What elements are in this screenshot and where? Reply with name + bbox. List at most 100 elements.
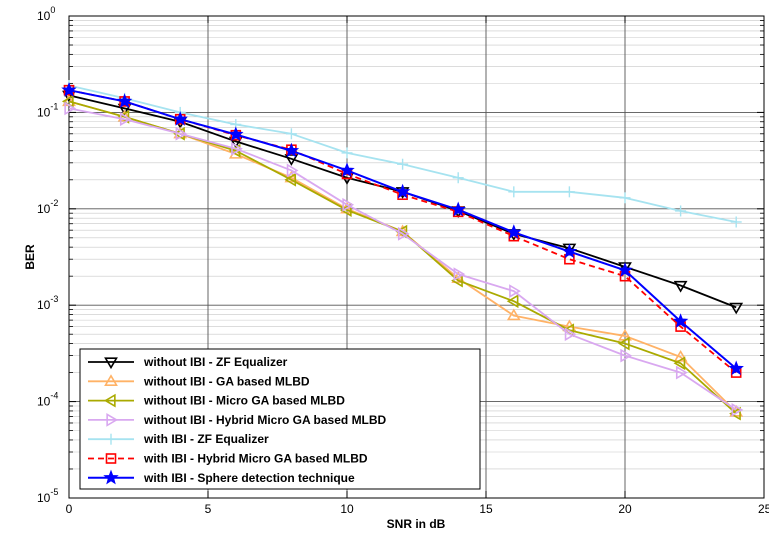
y-tick-label: 10-5 [37,487,58,505]
y-tick-label: 10-2 [37,198,58,216]
legend-box [79,348,481,490]
legend-item: without IBI - Hybrid Micro GA based MLBD [88,413,387,427]
data-point [673,280,688,293]
data-point [116,93,133,108]
major-grid [69,16,764,498]
y-tick-base: 10 [37,105,51,119]
data-point [672,313,689,328]
x-tick-label: 15 [479,502,493,516]
data-point [564,327,577,342]
y-tick-exponent: -5 [50,487,58,497]
data-point [341,147,353,159]
legend-item: with IBI - Hybrid Micro GA based MLBD [88,452,368,466]
data-point [173,126,185,141]
data-point [617,336,630,351]
data-point [119,112,132,127]
y-tick-exponent: -2 [50,198,58,208]
legend-label: with IBI - Hybrid Micro GA based MLBD [143,452,368,466]
x-tick-label: 0 [66,502,73,516]
x-tick-label: 20 [618,502,632,516]
y-tick-base: 10 [37,395,51,409]
y-tick-base: 10 [37,9,51,23]
x-tick-label: 25 [758,502,769,516]
series-line [68,107,737,411]
data-point [394,183,411,199]
y-tick-label: 100 [37,5,55,23]
data-point [561,243,578,259]
legend: without IBI - ZF Equalizer without IBI - … [79,348,481,490]
data-point [509,284,521,299]
legend-item: with IBI - Sphere detection technique [88,469,355,485]
y-tick-exponent: -4 [50,391,58,401]
data-point [675,205,687,217]
data-point [506,294,519,309]
y-tick-base: 10 [37,298,51,312]
legend-marker [105,453,117,464]
legend-marker [106,413,119,427]
legend-marker [104,357,118,370]
data-point [450,201,466,217]
legend-item: without IBI - ZF Equalizer [88,355,288,370]
y-tick-exponent: 0 [50,5,55,15]
data-point [285,128,297,140]
legend-marker [105,433,117,445]
data-point [453,267,466,282]
legend-marker [103,393,116,408]
y-axis-label: BER [23,244,37,270]
legend-label: without IBI - ZF Equalizer [143,355,288,369]
data-point [175,126,188,141]
data-point [64,101,77,116]
legend-item: without IBI - Micro GA based MLBD [88,394,345,408]
data-point [452,172,464,184]
legend-label: without IBI - Hybrid Micro GA based MLBD [143,413,387,427]
legend-label: with IBI - Sphere detection technique [143,471,355,485]
data-point [675,365,688,380]
data-point [286,163,299,178]
data-point [284,170,299,183]
data-point [619,192,631,204]
data-point [620,348,633,363]
data-point [61,82,77,97]
legend-label: without IBI - Micro GA based MLBD [143,394,345,408]
data-point [283,142,300,158]
data-point [673,356,686,371]
data-point [729,302,744,315]
x-tick-label: 10 [340,502,354,516]
data-point [284,172,297,187]
data-point [729,406,741,421]
legend-item: without IBI - GA based MLBD [88,374,310,388]
data-point [339,162,355,177]
y-tick-exponent: -1 [50,101,58,111]
data-point [506,224,522,239]
axis-ticks [68,15,765,499]
legend-items: without IBI - ZF Equalizer without IBI - … [88,355,387,485]
y-tick-base: 10 [37,202,51,216]
series-4 [64,101,744,417]
data-point [228,126,244,142]
legend-label: with IBI - ZF Equalizer [143,432,269,446]
data-point [508,186,520,198]
data-point [728,360,744,376]
legend-label: without IBI - GA based MLBD [143,374,310,388]
series-layer [61,80,744,421]
series-7 [61,82,744,376]
data-point [342,197,355,212]
y-tick-label: 10-4 [37,391,58,409]
data-point [730,216,742,228]
legend-marker [104,374,118,386]
data-point [731,403,744,417]
plot-frame [68,15,765,499]
data-point [397,226,410,241]
legend-marker [103,469,119,485]
x-tick-labels: 0 5 10 15 20 25 [66,502,769,516]
y-tick-label: 10-1 [37,101,58,119]
x-axis-label: SNR in dB [387,517,446,531]
y-tick-exponent: -3 [50,294,58,304]
data-point [339,203,352,217]
data-point [506,308,521,321]
data-point [231,141,243,156]
data-point [563,186,575,198]
